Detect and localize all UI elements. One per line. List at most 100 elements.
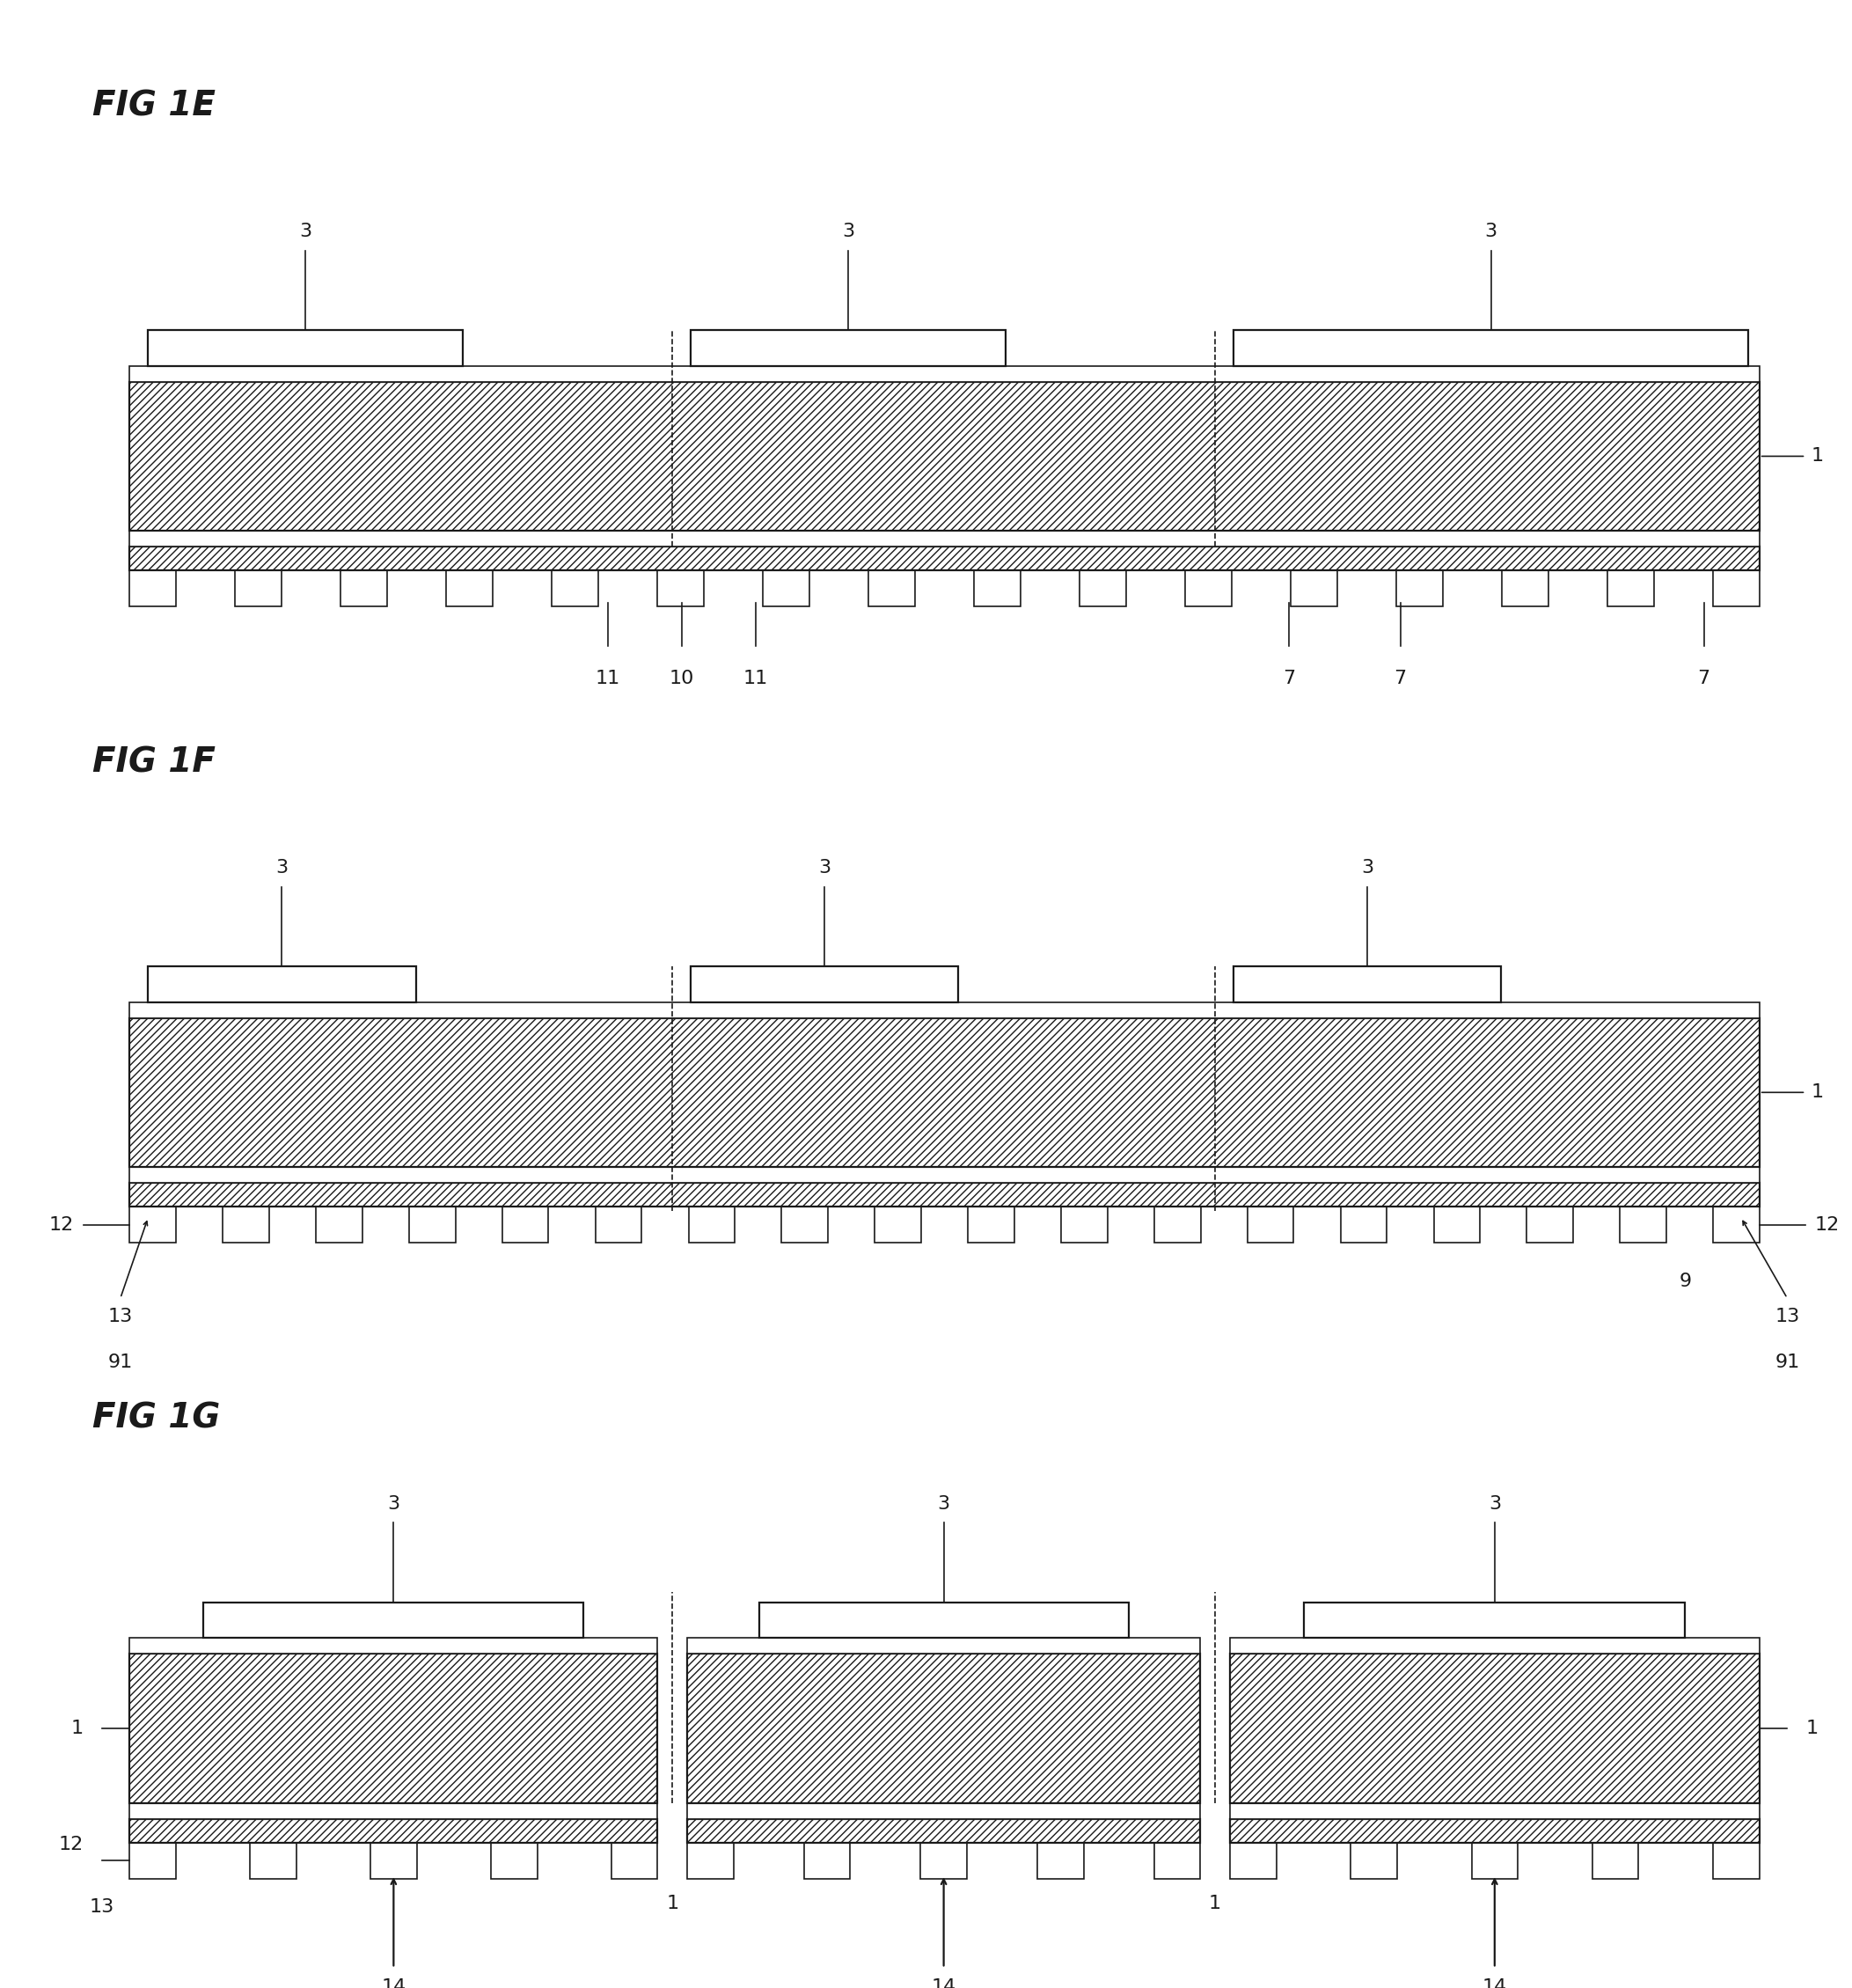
Bar	[691, 330, 1006, 366]
Bar	[130, 547, 1759, 571]
Bar	[1230, 1638, 1759, 1654]
Bar	[1713, 571, 1759, 606]
Text: 3: 3	[937, 1495, 950, 1513]
Bar	[1713, 1207, 1759, 1242]
Bar	[1396, 571, 1443, 606]
Bar	[1230, 1803, 1759, 1819]
Text: 91: 91	[107, 1354, 133, 1372]
Text: 1: 1	[1806, 1720, 1819, 1738]
Text: FIG 1G: FIG 1G	[93, 1402, 220, 1435]
Bar	[1472, 1843, 1519, 1879]
Bar	[222, 1207, 269, 1242]
Bar	[687, 1819, 1200, 1843]
Bar	[1608, 571, 1654, 606]
Text: 1: 1	[70, 1720, 83, 1738]
Text: 13: 13	[1774, 1308, 1800, 1326]
Bar	[763, 571, 809, 606]
Bar	[370, 1843, 417, 1879]
Text: 7: 7	[1395, 670, 1406, 688]
Text: 3: 3	[843, 223, 854, 241]
Text: FIG 1E: FIG 1E	[93, 89, 215, 123]
Bar	[130, 1002, 1759, 1018]
Bar	[1154, 1843, 1200, 1879]
Bar	[1154, 1207, 1200, 1242]
Bar	[1037, 1843, 1083, 1879]
Bar	[1593, 1843, 1639, 1879]
Bar	[1713, 1843, 1759, 1879]
Text: 14: 14	[1482, 1978, 1508, 1988]
Bar	[130, 531, 1759, 547]
Bar	[1230, 1843, 1276, 1879]
Bar	[409, 1207, 456, 1242]
Text: 3: 3	[276, 859, 289, 877]
Bar	[1341, 1207, 1387, 1242]
Bar	[782, 1207, 828, 1242]
Text: 1: 1	[667, 1895, 678, 1912]
Bar	[491, 1843, 537, 1879]
Bar	[130, 382, 1759, 531]
Text: 10: 10	[669, 670, 694, 688]
Bar	[130, 1819, 657, 1843]
Bar	[502, 1207, 548, 1242]
Bar	[130, 1638, 657, 1654]
Bar	[148, 966, 415, 1002]
Text: 3: 3	[819, 859, 832, 877]
Bar	[1291, 571, 1337, 606]
Bar	[130, 1183, 1759, 1207]
Bar	[1620, 1207, 1667, 1242]
Text: 3: 3	[387, 1495, 400, 1513]
Bar	[130, 1167, 1759, 1183]
Bar	[594, 1207, 641, 1242]
Text: 12: 12	[50, 1217, 74, 1233]
Bar	[869, 571, 915, 606]
Bar	[446, 571, 493, 606]
Bar	[1233, 966, 1502, 1002]
Text: 12: 12	[59, 1837, 83, 1853]
Text: 3: 3	[300, 223, 311, 241]
Bar	[657, 571, 704, 606]
Bar	[974, 571, 1020, 606]
Text: 3: 3	[1361, 859, 1374, 877]
Bar	[687, 1843, 733, 1879]
Bar	[1350, 1843, 1396, 1879]
Text: 14: 14	[382, 1978, 406, 1988]
Bar	[130, 1654, 657, 1803]
Bar	[148, 330, 463, 366]
Bar	[130, 1803, 657, 1819]
Text: 11: 11	[743, 670, 769, 688]
Bar	[130, 1207, 176, 1242]
Bar	[687, 1654, 1200, 1803]
Text: 13: 13	[89, 1899, 115, 1916]
Bar	[1526, 1207, 1572, 1242]
Bar	[689, 1207, 735, 1242]
Bar	[687, 1803, 1200, 1819]
Text: 11: 11	[594, 670, 620, 688]
Bar	[204, 1602, 583, 1638]
Text: 1: 1	[1209, 1895, 1220, 1912]
Bar	[1230, 1819, 1759, 1843]
Text: 1: 1	[1811, 447, 1824, 465]
Text: 3: 3	[1485, 223, 1496, 241]
Text: 7: 7	[1698, 670, 1709, 688]
Bar	[804, 1843, 850, 1879]
Bar	[250, 1843, 296, 1879]
Text: 13: 13	[107, 1308, 133, 1326]
Bar	[874, 1207, 920, 1242]
Bar	[759, 1602, 1128, 1638]
Bar	[130, 1018, 1759, 1167]
Bar	[130, 571, 176, 606]
Text: 1: 1	[1811, 1083, 1824, 1101]
Bar	[552, 571, 598, 606]
Bar	[235, 571, 282, 606]
Bar	[687, 1638, 1200, 1654]
Text: 7: 7	[1283, 670, 1295, 688]
Bar	[969, 1207, 1015, 1242]
Text: 14: 14	[932, 1978, 956, 1988]
Text: 3: 3	[1489, 1495, 1500, 1513]
Bar	[1304, 1602, 1685, 1638]
Bar	[1502, 571, 1548, 606]
Bar	[341, 571, 387, 606]
Text: 12: 12	[1815, 1217, 1839, 1233]
Bar	[1433, 1207, 1480, 1242]
Bar	[920, 1843, 967, 1879]
